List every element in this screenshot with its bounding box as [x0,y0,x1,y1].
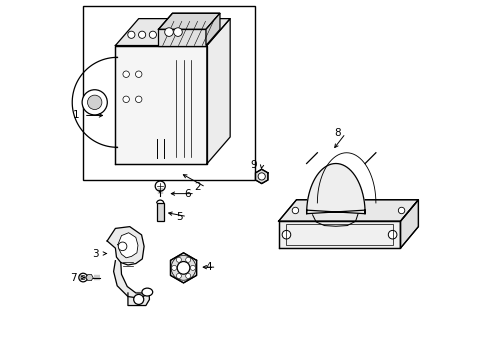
Polygon shape [113,261,148,298]
Text: 3: 3 [92,248,99,258]
Circle shape [292,207,298,214]
Polygon shape [115,19,230,45]
Circle shape [122,71,129,77]
Polygon shape [118,233,138,258]
Polygon shape [206,19,230,164]
Text: 9: 9 [250,160,257,170]
Circle shape [79,273,87,282]
Circle shape [82,90,107,115]
Bar [83,6,255,180]
Circle shape [171,265,176,270]
Circle shape [282,230,290,239]
Circle shape [164,28,173,36]
Circle shape [387,230,396,239]
Polygon shape [128,289,149,306]
Circle shape [81,275,85,280]
Circle shape [185,257,190,262]
Text: 4: 4 [205,262,211,272]
Circle shape [398,207,404,214]
Circle shape [138,31,145,39]
Circle shape [173,28,182,36]
Circle shape [155,181,165,191]
Polygon shape [107,226,144,265]
Bar [115,45,206,164]
Circle shape [135,71,142,77]
Circle shape [258,173,265,180]
Circle shape [176,257,181,262]
Ellipse shape [142,288,152,296]
Bar [158,30,205,45]
Circle shape [122,96,129,103]
Circle shape [135,96,142,103]
Polygon shape [158,13,220,30]
Polygon shape [400,200,418,248]
Circle shape [118,242,126,251]
Polygon shape [170,253,196,283]
Circle shape [87,95,102,109]
Bar [285,224,392,244]
Polygon shape [278,200,418,221]
Bar [278,221,400,248]
Polygon shape [255,169,267,184]
Text: 7: 7 [70,273,76,283]
Bar [156,203,163,221]
Circle shape [190,265,195,270]
Polygon shape [205,13,220,45]
Text: 6: 6 [183,189,190,199]
Circle shape [185,274,190,278]
Circle shape [149,31,156,39]
Circle shape [177,261,189,274]
Circle shape [176,274,181,278]
Circle shape [127,31,135,39]
Text: 8: 8 [334,129,340,138]
Text: 5: 5 [176,212,182,221]
Text: 1: 1 [73,111,79,121]
Text: 2: 2 [194,182,201,192]
Circle shape [133,294,143,305]
Polygon shape [86,274,93,281]
Polygon shape [306,163,365,214]
